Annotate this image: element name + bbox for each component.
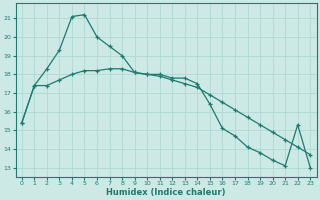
X-axis label: Humidex (Indice chaleur): Humidex (Indice chaleur) (106, 188, 226, 197)
